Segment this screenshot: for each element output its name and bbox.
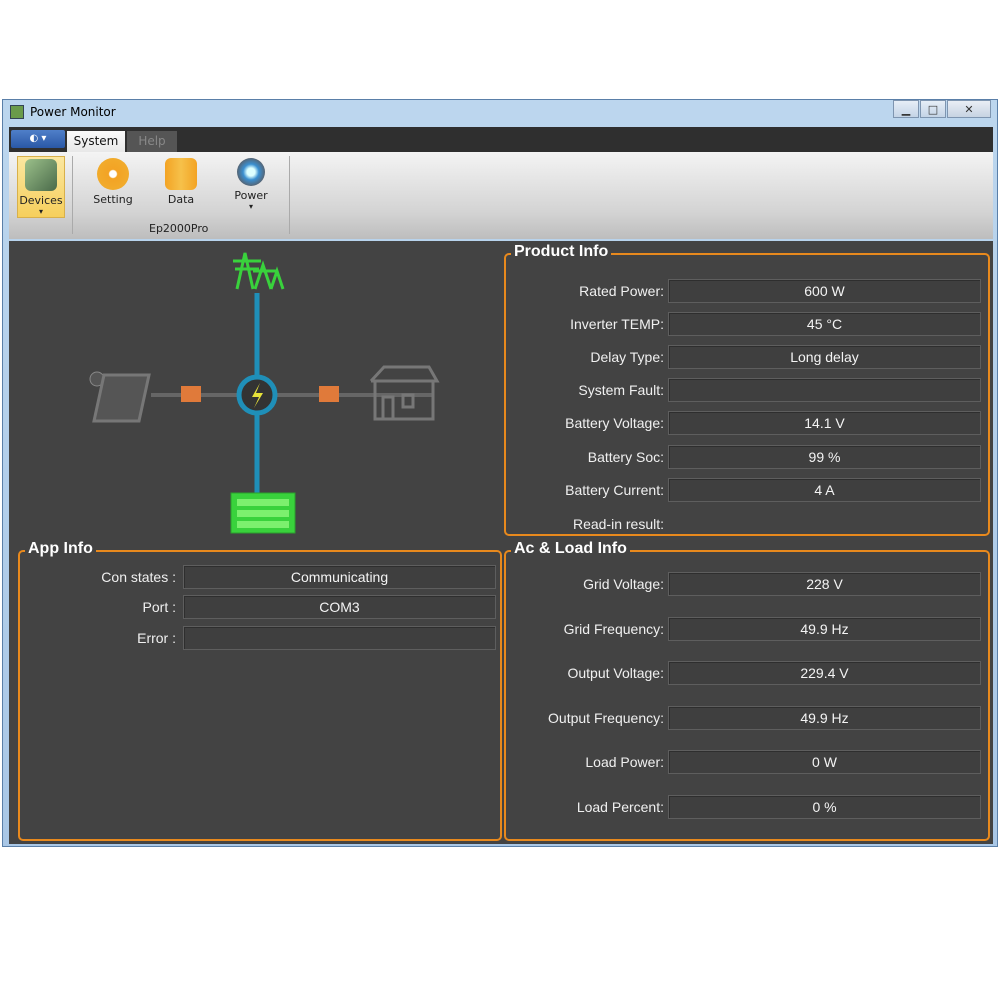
house-icon: [369, 365, 440, 421]
power-label: Power: [234, 189, 268, 202]
field-label: Con states :: [101, 569, 176, 585]
data-button[interactable]: Data: [157, 156, 205, 218]
panel-title: Ac & Load Info: [511, 540, 630, 558]
field-value: 0 W: [668, 750, 981, 774]
grid-tower-icon: [233, 252, 285, 290]
field-label: Battery Current:: [565, 482, 664, 498]
close-button[interactable]: ✕: [947, 100, 991, 118]
panel-title: App Info: [25, 540, 96, 558]
maximize-button[interactable]: □: [920, 100, 946, 118]
devices-button[interactable]: Devices ▾: [17, 156, 65, 218]
field-value: COM3: [183, 595, 496, 619]
info-row: Output Frequency: 49.9 Hz: [506, 706, 988, 730]
field-label: Port :: [142, 599, 176, 615]
field-label: System Fault:: [578, 382, 664, 398]
field-label: Error :: [137, 630, 176, 646]
info-row: Grid Frequency: 49.9 Hz: [506, 617, 988, 641]
info-row: Error :: [20, 626, 500, 650]
ribbon-tabs: ◐ ▾ System Help: [9, 127, 993, 152]
title-bar: Power Monitor ▁ □ ✕: [3, 100, 997, 125]
field-label: Load Power:: [585, 754, 664, 770]
data-label: Data: [167, 193, 195, 206]
devices-icon: [25, 159, 57, 191]
info-row: Load Percent: 0 %: [506, 795, 988, 819]
setting-label: Setting: [93, 193, 133, 206]
divider: [289, 156, 290, 234]
field-label: Inverter TEMP:: [570, 316, 664, 332]
field-value: [183, 626, 496, 650]
app-icon: [10, 105, 24, 119]
field-label: Grid Voltage:: [583, 576, 664, 592]
field-value: 228 V: [668, 572, 981, 596]
field-value: 99 %: [668, 445, 981, 469]
field-label: Output Frequency:: [548, 710, 664, 726]
app-window: Power Monitor ▁ □ ✕ ◐ ▾ System Help Devi…: [2, 99, 998, 847]
gear-icon: [97, 158, 129, 190]
power-icon: [237, 158, 265, 186]
info-row: Battery Voltage: 14.1 V: [506, 411, 988, 435]
field-value: 4 A: [668, 478, 981, 502]
field-value: 229.4 V: [668, 661, 981, 685]
inverter-icon: [236, 374, 278, 416]
solar-panel-icon: [89, 371, 151, 423]
info-row: Output Voltage: 229.4 V: [506, 661, 988, 685]
panel-title: Product Info: [511, 243, 612, 261]
converter-icon: [319, 386, 339, 402]
info-row: Port : COM3: [20, 595, 500, 619]
info-row: System Fault:: [506, 378, 988, 402]
field-value: Communicating: [183, 565, 496, 589]
info-row: Load Power: 0 W: [506, 750, 988, 774]
tab-help[interactable]: Help: [127, 131, 177, 152]
ribbon-group-label: Ep2000Pro: [149, 222, 209, 235]
chevron-down-icon: ▾: [248, 202, 253, 211]
product-info-panel: Product Info Rated Power: 600 W Inverter T…: [504, 243, 990, 536]
info-row: Battery Soc: 99 %: [506, 445, 988, 469]
battery-icon: [230, 492, 296, 534]
chevron-down-icon: ▾: [38, 207, 43, 216]
field-label: Battery Voltage:: [565, 415, 664, 431]
info-row: Rated Power: 600 W: [506, 279, 988, 303]
ac-load-info-panel: Ac & Load Info Grid Voltage: 228 V Grid Fr…: [504, 540, 990, 841]
field-label: Load Percent:: [576, 799, 664, 815]
power-button[interactable]: Power ▾: [227, 156, 275, 218]
setting-button[interactable]: Setting: [89, 156, 137, 218]
folder-icon: [165, 158, 197, 190]
info-row: Inverter TEMP: 45 °C: [506, 312, 988, 336]
app-menu-button[interactable]: ◐ ▾: [11, 130, 65, 148]
energy-flow-diagram: [89, 252, 440, 534]
window-title: Power Monitor: [30, 105, 116, 119]
field-value: 49.9 Hz: [668, 706, 981, 730]
tab-system[interactable]: System: [67, 131, 125, 152]
app-info-panel: App Info Con states : Communicating Port :…: [18, 540, 502, 841]
field-value: Long delay: [668, 345, 981, 369]
field-value: 600 W: [668, 279, 981, 303]
field-label: Battery Soc:: [587, 449, 664, 465]
field-label: Delay Type:: [590, 349, 664, 365]
field-value: 14.1 V: [668, 411, 981, 435]
devices-label: Devices: [19, 194, 63, 207]
minimize-button[interactable]: ▁: [893, 100, 919, 118]
field-value: 45 °C: [668, 312, 981, 336]
divider: [72, 156, 73, 234]
info-row: Battery Current: 4 A: [506, 478, 988, 502]
info-row: Delay Type: Long delay: [506, 345, 988, 369]
field-label: Output Voltage:: [567, 665, 664, 681]
field-value: 0 %: [668, 795, 981, 819]
main-content: Product Info Rated Power: 600 W Inverter T…: [9, 241, 993, 844]
info-row: Grid Voltage: 228 V: [506, 572, 988, 596]
info-row: Read-in result:: [506, 512, 988, 536]
field-value: [668, 378, 981, 402]
info-row: Con states : Communicating: [20, 565, 500, 589]
converter-icon: [181, 386, 201, 402]
ribbon: Devices ▾ Setting Data Power ▾ Ep2000Pro: [9, 152, 993, 239]
field-label: Read-in result:: [572, 516, 664, 532]
field-label: Grid Frequency:: [563, 621, 664, 637]
field-value: 49.9 Hz: [668, 617, 981, 641]
field-label: Rated Power:: [579, 283, 664, 299]
